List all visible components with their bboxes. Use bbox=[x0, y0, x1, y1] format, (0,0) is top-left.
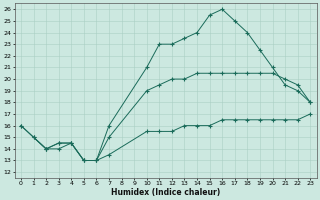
X-axis label: Humidex (Indice chaleur): Humidex (Indice chaleur) bbox=[111, 188, 220, 197]
